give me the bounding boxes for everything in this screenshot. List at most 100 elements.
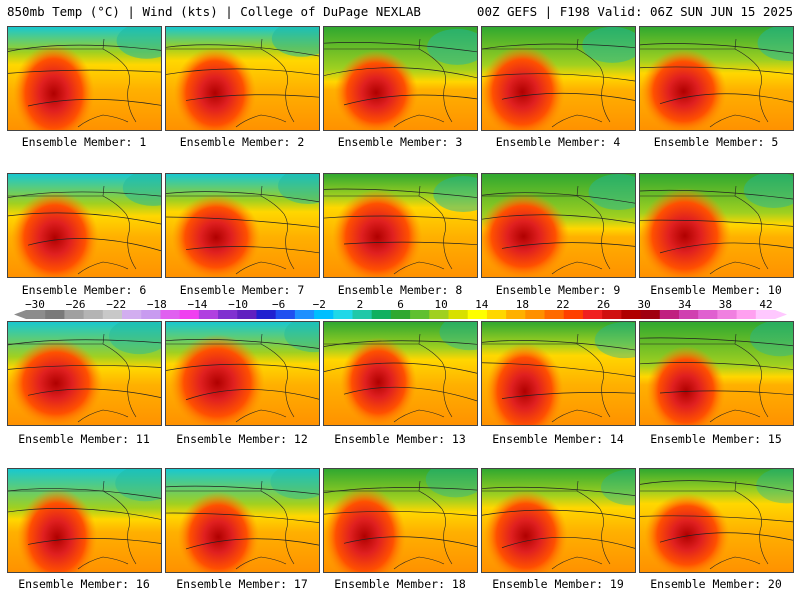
colorbar-swatch: [717, 310, 738, 319]
colorbar-low-arrow: [14, 310, 26, 319]
colorbar-swatch: [64, 310, 85, 319]
colorbar-swatch: [410, 310, 430, 319]
colorbar-tick-label: −14: [187, 298, 208, 311]
ensemble-member-label: Ensemble Member: 13: [334, 432, 466, 446]
ensemble-member-label: Ensemble Member: 17: [176, 577, 308, 591]
colorbar-tick-label: −18: [146, 298, 167, 311]
colorbar-swatch: [83, 310, 104, 319]
colorbar-swatch: [198, 310, 219, 319]
colorbar-swatch: [506, 310, 526, 319]
ensemble-map-panel: [481, 468, 636, 573]
ensemble-member-label: Ensemble Member: 6: [21, 283, 147, 297]
ensemble-map-panel: [639, 468, 794, 573]
ensemble-map-panel: [639, 321, 794, 426]
ensemble-member-label: Ensemble Member: 12: [176, 432, 308, 446]
colorbar-swatch: [45, 310, 65, 319]
colorbar-swatch: [179, 310, 200, 319]
colorbar-tick-label: 10: [434, 298, 448, 311]
colorbar-swatch: [218, 310, 238, 319]
colorbar-tick-labels: −30 −26 −22 −18 −14 −10 −6 −2 2 6 10 14 18 22 26 30 34 38…: [0, 298, 800, 311]
ensemble-member-label: Ensemble Member: 4: [495, 135, 621, 149]
colorbar-tick-label: 30: [637, 298, 651, 311]
ensemble-member-label: Ensemble Member: 5: [653, 135, 779, 149]
colorbar-tick-label: 18: [515, 298, 529, 311]
colorbar-tick-label: −6: [272, 298, 286, 311]
colorbar-swatch: [429, 310, 450, 319]
colorbar-swatch: [659, 310, 680, 319]
ensemble-member-label: Ensemble Member: 9: [495, 283, 621, 297]
colorbar-swatch: [736, 310, 757, 319]
ensemble-member-label: Ensemble Member: 2: [179, 135, 305, 149]
ensemble-map-panel: [7, 321, 162, 426]
ensemble-member-label: Ensemble Member: 1: [21, 135, 147, 149]
colorbar-high-arrow: [775, 310, 787, 319]
colorbar-swatch: [448, 310, 469, 319]
colorbar-tick-label: 22: [556, 298, 570, 311]
ensemble-map-panel: [323, 26, 478, 131]
colorbar-swatch: [352, 310, 373, 319]
colorbar-swatch: [371, 310, 392, 319]
colorbar-swatch: [621, 310, 642, 319]
colorbar-swatch: [525, 310, 546, 319]
colorbar-swatch: [640, 310, 661, 319]
colorbar-swatch: [678, 310, 699, 319]
colorbar-tick-label: −30: [25, 298, 45, 311]
colorbar-swatch: [314, 310, 334, 319]
ensemble-map-panel: [639, 26, 794, 131]
colorbar-swatch: [141, 310, 161, 319]
ensemble-member-label: Ensemble Member: 3: [337, 135, 463, 149]
ensemble-member-label: Ensemble Member: 11: [18, 432, 150, 446]
colorbar-tick-label: −22: [106, 298, 127, 311]
ensemble-map-panel: [165, 26, 320, 131]
ensemble-member-label: Ensemble Member: 7: [179, 283, 305, 297]
colorbar-swatch: [256, 310, 277, 319]
ensemble-member-label: Ensemble Member: 15: [650, 432, 782, 446]
ensemble-map-panel: [165, 321, 320, 426]
colorbar-swatch: [237, 310, 257, 319]
ensemble-map-panel: [7, 468, 162, 573]
colorbar-swatch: [467, 310, 488, 319]
ensemble-member-label: Ensemble Member: 18: [334, 577, 466, 591]
colorbar-swatch: [698, 310, 718, 319]
ensemble-map-panel: [7, 173, 162, 278]
ensemble-member-label: Ensemble Member: 19: [492, 577, 624, 591]
colorbar-tick-label: 14: [475, 298, 489, 311]
colorbar-swatch: [160, 310, 181, 319]
ensemble-map-panel: [323, 468, 478, 573]
ensemble-map-panel: [481, 26, 636, 131]
colorbar-tick-label: −2: [312, 298, 326, 311]
model-run-valid-time: 00Z GEFS | F198 Valid: 06Z SUN JUN 15 20…: [476, 4, 793, 19]
ensemble-map-panel: [323, 321, 478, 426]
ensemble-member-label: Ensemble Member: 14: [492, 432, 624, 446]
ensemble-member-label: Ensemble Member: 16: [18, 577, 150, 591]
ensemble-map-panel: [323, 173, 478, 278]
colorbar-swatch: [755, 310, 776, 319]
ensemble-map-panel: [481, 173, 636, 278]
ensemble-map-panel: [639, 173, 794, 278]
colorbar-swatch: [275, 310, 296, 319]
colorbar-swatch: [390, 310, 411, 319]
colorbar-swatch: [544, 310, 565, 319]
colorbar-swatch: [602, 310, 622, 319]
colorbar-swatch: [333, 310, 353, 319]
colorbar-tick-label: −10: [228, 298, 248, 311]
ensemble-member-label: Ensemble Member: 8: [337, 283, 463, 297]
map-title: 850mb Temp (°C) | Wind (kts) | College o…: [7, 4, 421, 19]
colorbar-tick-label: 2: [356, 298, 364, 311]
colorbar-tick-label: 34: [678, 298, 692, 311]
colorbar-swatch: [26, 310, 46, 319]
colorbar-tick-label: 26: [596, 298, 611, 311]
ensemble-map-panel: [481, 321, 636, 426]
colorbar-swatch: [582, 310, 603, 319]
ensemble-member-label: Ensemble Member: 20: [650, 577, 782, 591]
colorbar-swatch: [294, 310, 315, 319]
colorbar-swatch: [563, 310, 584, 319]
colorbar-tick-label: −26: [65, 298, 86, 311]
colorbar-swatch: [122, 310, 142, 319]
ensemble-map-panel: [7, 26, 162, 131]
ensemble-map-panel: [165, 468, 320, 573]
colorbar-tick-label: 42: [759, 298, 773, 311]
temperature-colorbar: [14, 310, 787, 319]
colorbar-tick-label: 6: [397, 298, 404, 311]
colorbar-swatch: [486, 310, 507, 319]
